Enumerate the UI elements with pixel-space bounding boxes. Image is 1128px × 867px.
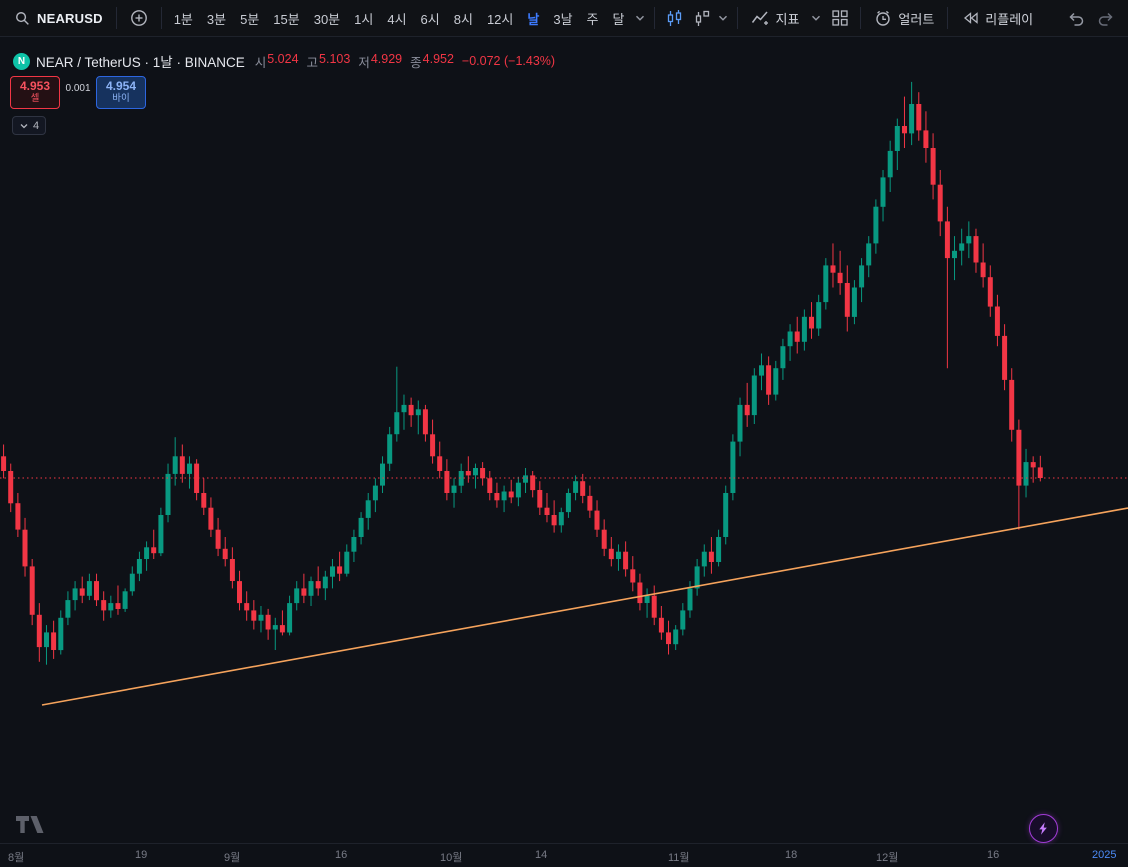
interval-group: 1분 3분 5분 15분 30분 1시 4시 6시 8시 12시 날 3날 주 달 bbox=[167, 4, 632, 32]
interval-button-4시[interactable]: 4시 bbox=[380, 4, 413, 32]
interval-button-30분[interactable]: 30분 bbox=[307, 4, 347, 32]
trade-panel: 4.953 셀 0.001 4.954 바이 bbox=[10, 76, 146, 109]
boost-badge[interactable] bbox=[1029, 814, 1058, 843]
open-value: 5.024 bbox=[267, 51, 299, 66]
chart-type-button[interactable] bbox=[660, 4, 689, 32]
interval-button-날[interactable]: 날 bbox=[520, 4, 546, 32]
object-tree-toggle[interactable]: 4 bbox=[12, 116, 47, 135]
interval-button-6시[interactable]: 6시 bbox=[414, 4, 447, 32]
alert-button[interactable]: 얼러트 bbox=[866, 4, 942, 32]
undo-arrow-icon bbox=[1069, 12, 1084, 26]
top-toolbar: NEARUSD 1분 3분 5분 15분 30분 1시 4시 6시 8시 12시 날 3날 주 달 bbox=[0, 0, 1128, 37]
grid-layout-icon bbox=[832, 10, 849, 26]
symbol-search-button[interactable]: NEARUSD bbox=[6, 4, 111, 32]
toolbar-divider bbox=[115, 7, 117, 29]
indicators-label: 지표 bbox=[775, 11, 800, 27]
interval-button-1시[interactable]: 1시 bbox=[347, 4, 380, 32]
buy-label: 바이 bbox=[112, 93, 130, 105]
toolbar-divider bbox=[654, 7, 656, 29]
undo-button[interactable] bbox=[1060, 4, 1091, 32]
symbol-name: NEARUSD bbox=[37, 10, 103, 26]
layout-templates-button[interactable] bbox=[825, 4, 855, 32]
time-axis-label: 14 bbox=[535, 849, 548, 861]
indicators-dropdown-chevron[interactable] bbox=[807, 4, 825, 32]
redo-arrow-icon bbox=[1098, 12, 1113, 26]
tradingview-logo[interactable] bbox=[16, 816, 44, 833]
chevron-down-icon bbox=[812, 15, 821, 21]
interval-button-1분[interactable]: 1분 bbox=[167, 4, 200, 32]
interval-button-15분[interactable]: 15분 bbox=[266, 4, 306, 32]
chevron-down-icon bbox=[719, 15, 728, 21]
interval-button-5분[interactable]: 5분 bbox=[233, 4, 266, 32]
redo-button[interactable] bbox=[1091, 4, 1122, 32]
toolbar-divider bbox=[737, 7, 739, 29]
plus-circle-icon bbox=[130, 10, 147, 26]
trend-line[interactable] bbox=[41, 507, 1128, 706]
time-axis-label: 16 bbox=[335, 849, 348, 861]
close-value: 4.952 bbox=[422, 51, 454, 66]
interval-button-주[interactable]: 주 bbox=[580, 4, 606, 32]
time-axis-label: 12월 bbox=[876, 852, 899, 864]
spread-value: 0.001 bbox=[65, 83, 91, 94]
sell-label: 셀 bbox=[30, 93, 40, 105]
high-value: 5.103 bbox=[319, 51, 351, 66]
legend-title[interactable]: NEAR / TetherUS · 1날 · BINANCE bbox=[36, 55, 245, 70]
time-axis-label: 18 bbox=[785, 849, 798, 861]
compare-add-button[interactable] bbox=[122, 4, 156, 32]
toolbar-divider bbox=[160, 7, 162, 29]
low-label: 저 bbox=[358, 55, 370, 70]
indicators-icon bbox=[752, 11, 769, 25]
candle-pattern-icon bbox=[696, 10, 710, 26]
chart-legend[interactable]: N NEAR / TetherUS · 1날 · BINANCE 시 5.024 … bbox=[13, 51, 555, 71]
candlestick-series bbox=[1, 81, 1043, 665]
interval-dropdown-chevron[interactable] bbox=[631, 4, 649, 32]
indicators-button[interactable]: 지표 bbox=[743, 4, 807, 32]
sell-button[interactable]: 4.953 셀 bbox=[10, 76, 60, 109]
lightning-bolt-icon bbox=[1039, 822, 1047, 835]
candlestick-chart-icon bbox=[668, 9, 682, 26]
close-label: 종 bbox=[410, 55, 422, 70]
chevron-down-icon bbox=[20, 123, 28, 128]
chevron-down-icon bbox=[636, 15, 645, 21]
sell-price: 4.953 bbox=[19, 79, 51, 94]
toolbar-divider bbox=[860, 7, 862, 29]
interval-button-8시[interactable]: 8시 bbox=[447, 4, 480, 32]
replay-rewind-icon bbox=[964, 12, 978, 24]
time-axis[interactable]: 8월 19 9월 16 10월 14 11월 18 12월 16 2025 bbox=[0, 843, 1128, 867]
interval-button-3분[interactable]: 3분 bbox=[200, 4, 233, 32]
low-value: 4.929 bbox=[370, 51, 403, 66]
replay-button[interactable]: 리플레이 bbox=[953, 4, 1041, 32]
time-axis-label: 10월 bbox=[440, 852, 463, 864]
chart-style-button[interactable] bbox=[689, 4, 714, 32]
interval-button-달[interactable]: 달 bbox=[606, 4, 632, 32]
time-axis-label: 2025 bbox=[1092, 849, 1117, 861]
interval-button-3날[interactable]: 3날 bbox=[546, 4, 579, 32]
toolbar-divider bbox=[947, 7, 949, 29]
high-label: 고 bbox=[306, 55, 319, 70]
change-value: −0.072 (−1.43%) bbox=[461, 54, 556, 68]
time-axis-label: 11월 bbox=[668, 852, 690, 864]
time-axis-label: 8월 bbox=[8, 852, 25, 864]
buy-price: 4.954 bbox=[105, 79, 137, 94]
object-tree-count: 4 bbox=[33, 119, 40, 132]
ohlc-values: 시 5.024 고 5.103 저 4.929 종 4.952 −0.072 (−1.4… bbox=[255, 52, 555, 71]
buy-button[interactable]: 4.954 바이 bbox=[96, 76, 146, 109]
time-axis-label: 9월 bbox=[224, 852, 241, 864]
alert-label: 얼러트 bbox=[898, 11, 935, 27]
search-icon bbox=[16, 11, 29, 25]
alarm-clock-icon bbox=[876, 10, 891, 26]
replay-label: 리플레이 bbox=[985, 11, 1034, 27]
interval-button-12시[interactable]: 12시 bbox=[480, 4, 520, 32]
open-label: 시 bbox=[254, 55, 267, 70]
time-axis-label: 16 bbox=[987, 849, 1000, 861]
near-coin-icon: N bbox=[13, 52, 30, 70]
chart-style-dropdown-chevron[interactable] bbox=[714, 4, 732, 32]
time-axis-label: 19 bbox=[135, 849, 148, 861]
